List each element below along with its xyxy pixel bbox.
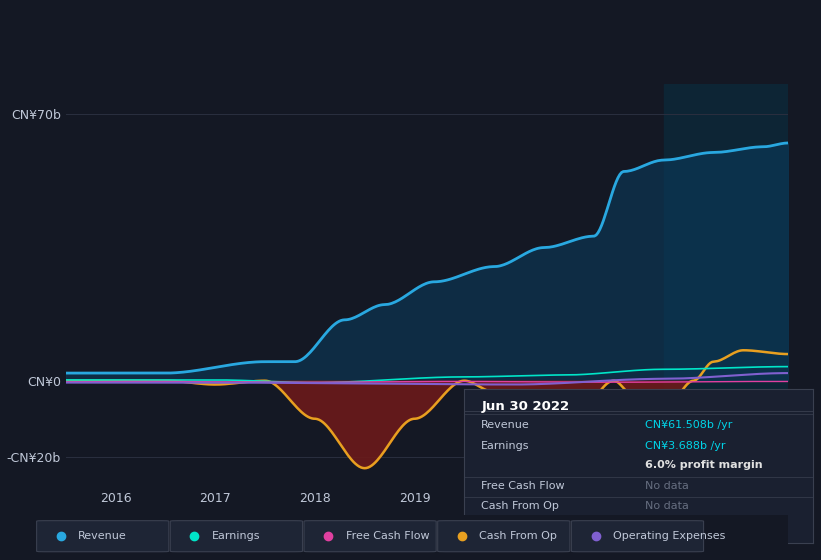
Text: Cash From Op: Cash From Op	[481, 501, 559, 511]
Text: 6.0% profit margin: 6.0% profit margin	[645, 460, 763, 470]
Text: CN¥61.508b /yr: CN¥61.508b /yr	[645, 419, 732, 430]
Text: Free Cash Flow: Free Cash Flow	[346, 531, 429, 541]
Text: Revenue: Revenue	[481, 419, 530, 430]
FancyBboxPatch shape	[571, 521, 704, 552]
Text: No data: No data	[645, 501, 689, 511]
Text: No data: No data	[645, 481, 689, 491]
Text: CN¥3.919b /yr: CN¥3.919b /yr	[645, 523, 726, 533]
Text: CN¥3.688b /yr: CN¥3.688b /yr	[645, 441, 726, 451]
Text: Cash From Op: Cash From Op	[479, 531, 557, 541]
Bar	[663, 84, 788, 487]
Text: Operating Expenses: Operating Expenses	[613, 531, 725, 541]
Text: Earnings: Earnings	[212, 531, 260, 541]
Text: Earnings: Earnings	[481, 441, 530, 451]
Text: Jun 30 2022: Jun 30 2022	[481, 400, 570, 413]
FancyBboxPatch shape	[304, 521, 436, 552]
Text: Free Cash Flow: Free Cash Flow	[481, 481, 565, 491]
Text: Revenue: Revenue	[78, 531, 127, 541]
FancyBboxPatch shape	[37, 521, 169, 552]
Text: Operating Expenses: Operating Expenses	[481, 523, 594, 533]
FancyBboxPatch shape	[170, 521, 302, 552]
FancyBboxPatch shape	[438, 521, 570, 552]
